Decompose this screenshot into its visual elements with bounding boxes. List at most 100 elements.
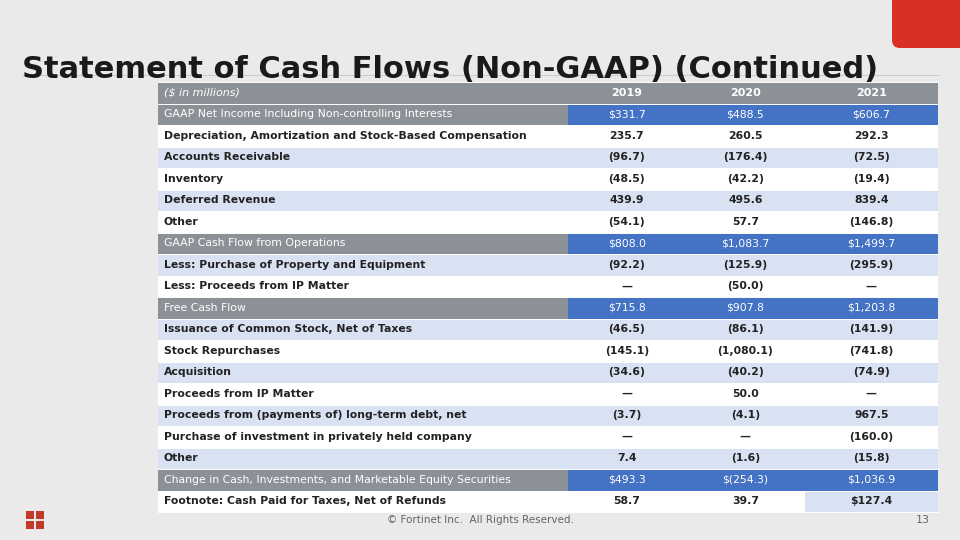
Text: 235.7: 235.7 <box>610 131 644 141</box>
Text: —: — <box>866 281 876 291</box>
Bar <box>567 82 686 104</box>
Bar <box>567 319 686 340</box>
Bar <box>686 297 804 319</box>
Text: Change in Cash, Investments, and Marketable Equity Securities: Change in Cash, Investments, and Marketa… <box>164 475 511 485</box>
Text: 439.9: 439.9 <box>610 195 644 205</box>
Bar <box>686 254 804 275</box>
Text: $1,499.7: $1,499.7 <box>848 238 896 248</box>
Bar <box>567 361 686 383</box>
Bar <box>686 104 804 125</box>
Bar <box>686 319 804 340</box>
Bar <box>158 426 567 448</box>
Text: ($ in millions): ($ in millions) <box>164 87 240 98</box>
Text: 2019: 2019 <box>612 87 642 98</box>
Text: (72.5): (72.5) <box>852 152 890 162</box>
Bar <box>686 190 804 211</box>
Bar <box>567 211 686 233</box>
Text: (125.9): (125.9) <box>723 260 767 270</box>
Bar <box>158 168 567 190</box>
Text: Less: Purchase of Property and Equipment: Less: Purchase of Property and Equipment <box>164 260 425 270</box>
Bar <box>804 448 938 469</box>
Bar <box>158 125 567 146</box>
Text: (74.9): (74.9) <box>852 367 890 377</box>
Bar <box>804 361 938 383</box>
Bar <box>686 146 804 168</box>
Bar <box>686 383 804 404</box>
Text: $1,036.9: $1,036.9 <box>847 475 896 485</box>
Bar <box>158 146 567 168</box>
Bar <box>804 275 938 297</box>
Bar <box>804 319 938 340</box>
Text: Proceeds from IP Matter: Proceeds from IP Matter <box>164 389 314 399</box>
Bar <box>158 275 567 297</box>
Text: Purchase of investment in privately held company: Purchase of investment in privately held… <box>164 432 472 442</box>
Bar <box>158 233 567 254</box>
Bar <box>567 340 686 361</box>
Text: (4.1): (4.1) <box>731 410 760 420</box>
Bar <box>567 146 686 168</box>
Text: (50.0): (50.0) <box>727 281 763 291</box>
Text: (146.8): (146.8) <box>850 217 894 227</box>
Text: —: — <box>621 432 633 442</box>
FancyBboxPatch shape <box>892 0 960 48</box>
Bar <box>567 490 686 512</box>
Text: 57.7: 57.7 <box>732 217 758 227</box>
Bar <box>567 426 686 448</box>
Bar <box>567 404 686 426</box>
Bar <box>567 233 686 254</box>
Text: (3.7): (3.7) <box>612 410 641 420</box>
Text: (295.9): (295.9) <box>850 260 894 270</box>
Text: $1,083.7: $1,083.7 <box>721 238 770 248</box>
Bar <box>804 211 938 233</box>
Text: (741.8): (741.8) <box>850 346 894 356</box>
Text: 839.4: 839.4 <box>854 195 889 205</box>
Text: Footnote: Cash Paid for Taxes, Net of Refunds: Footnote: Cash Paid for Taxes, Net of Re… <box>164 496 446 507</box>
Bar <box>567 448 686 469</box>
Bar <box>26 521 34 529</box>
Bar <box>567 275 686 297</box>
Text: GAAP Net Income Including Non-controlling Interests: GAAP Net Income Including Non-controllin… <box>164 109 452 119</box>
Text: (96.7): (96.7) <box>609 152 645 162</box>
Text: $907.8: $907.8 <box>727 303 764 313</box>
Bar <box>158 361 567 383</box>
Bar <box>686 361 804 383</box>
Bar <box>804 490 938 512</box>
Text: $715.8: $715.8 <box>608 303 646 313</box>
Bar <box>158 319 567 340</box>
Text: (86.1): (86.1) <box>727 324 763 334</box>
Bar <box>158 104 567 125</box>
Text: Deferred Revenue: Deferred Revenue <box>164 195 276 205</box>
Bar <box>686 490 804 512</box>
Bar <box>158 190 567 211</box>
Bar <box>686 448 804 469</box>
Bar <box>686 233 804 254</box>
Bar <box>567 383 686 404</box>
Bar <box>686 125 804 146</box>
Bar <box>567 168 686 190</box>
Bar <box>158 82 567 104</box>
Text: Depreciation, Amortization and Stock-Based Compensation: Depreciation, Amortization and Stock-Bas… <box>164 131 527 141</box>
Bar <box>804 469 938 490</box>
Text: Inventory: Inventory <box>164 174 223 184</box>
Text: $488.5: $488.5 <box>727 109 764 119</box>
Text: 13: 13 <box>916 515 930 525</box>
Text: (40.2): (40.2) <box>727 367 764 377</box>
Bar <box>158 448 567 469</box>
Text: (46.5): (46.5) <box>609 324 645 334</box>
Text: 2021: 2021 <box>856 87 887 98</box>
Bar <box>686 211 804 233</box>
Text: (145.1): (145.1) <box>605 346 649 356</box>
Text: 7.4: 7.4 <box>617 453 636 463</box>
Bar <box>158 254 567 275</box>
Text: 495.6: 495.6 <box>728 195 762 205</box>
Bar <box>686 404 804 426</box>
Text: (54.1): (54.1) <box>609 217 645 227</box>
Bar <box>567 190 686 211</box>
Bar <box>804 233 938 254</box>
Text: 50.0: 50.0 <box>732 389 758 399</box>
Text: Issuance of Common Stock, Net of Taxes: Issuance of Common Stock, Net of Taxes <box>164 324 412 334</box>
Bar <box>158 469 567 490</box>
Bar <box>804 426 938 448</box>
Text: 260.5: 260.5 <box>728 131 762 141</box>
Text: Accounts Receivable: Accounts Receivable <box>164 152 290 162</box>
